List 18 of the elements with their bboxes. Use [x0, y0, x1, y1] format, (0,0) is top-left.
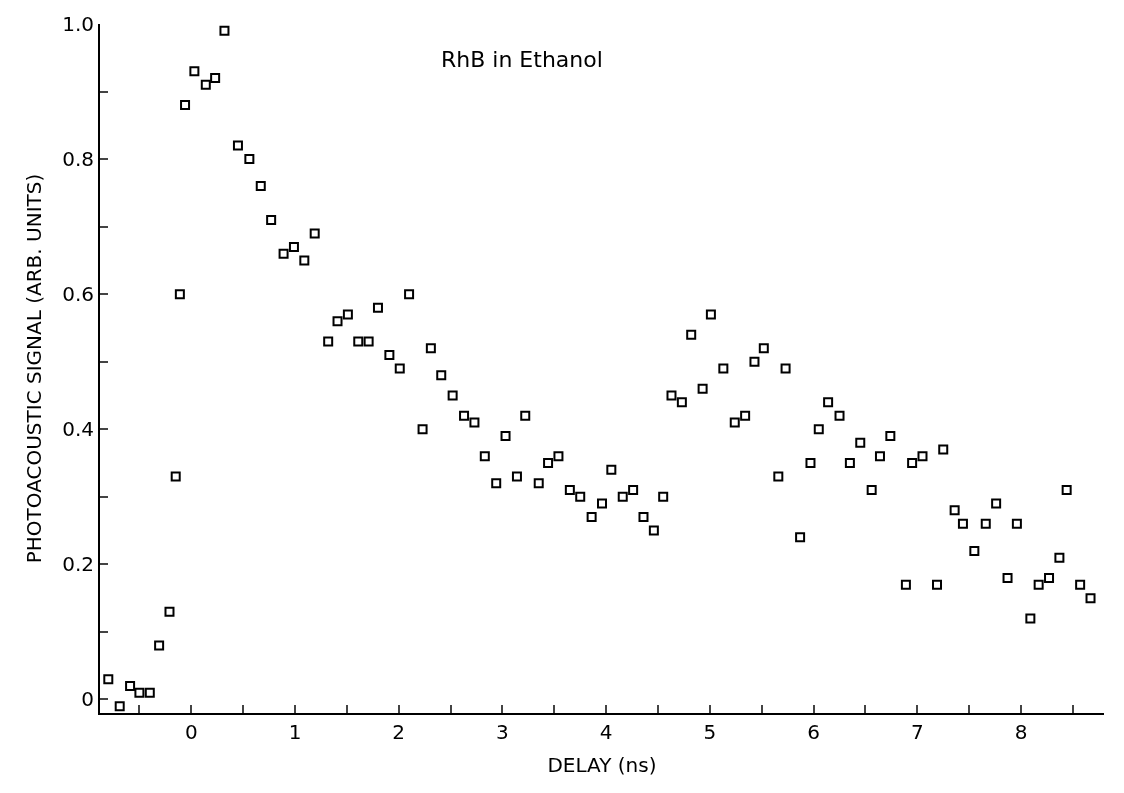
x-tick-label: 4: [599, 720, 613, 744]
y-tick-label: 0.2: [62, 552, 94, 577]
x-tick-label: 2: [392, 720, 406, 744]
x-tick-label: 7: [910, 720, 924, 744]
x-axis-title: DELAY (ns): [547, 753, 657, 777]
x-tick-label: 1: [288, 720, 302, 744]
y-axis-title: PHOTOACOUSTIC SIGNAL (ARB. UNITS): [22, 173, 47, 564]
y-tick-label: 0: [81, 687, 94, 712]
x-tick-label: 6: [807, 720, 820, 744]
x-tick-label: 0: [184, 720, 198, 744]
y-tick-label: 0.8: [62, 147, 94, 172]
x-tick-label: 8: [1014, 720, 1028, 744]
x-tick-label: 3: [496, 720, 509, 744]
y-tick-label: 1.0: [62, 12, 94, 36]
x-tick-label: 5: [703, 720, 717, 744]
annotation: RhB in Ethanol: [441, 47, 603, 72]
y-tick-label: 0.6: [62, 282, 94, 307]
y-tick-label: 0.4: [62, 417, 94, 442]
